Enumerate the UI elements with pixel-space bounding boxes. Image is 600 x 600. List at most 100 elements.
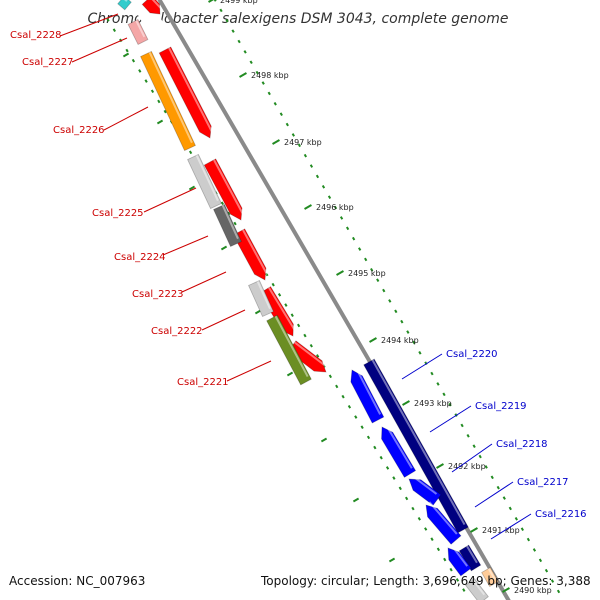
ruler-outer-dot bbox=[502, 496, 506, 500]
ruler-inner-tick bbox=[188, 185, 196, 191]
ruler-outer-dot bbox=[466, 434, 470, 438]
ruler-outer-dot bbox=[538, 558, 543, 563]
ruler-inner-dot bbox=[405, 496, 409, 501]
ruler-inner-dot bbox=[106, 18, 110, 22]
ruler-outer-dot bbox=[376, 278, 380, 282]
ruler-outer-dot bbox=[526, 537, 531, 542]
ruler-inner-dot bbox=[233, 221, 237, 226]
ruler-outer-dot bbox=[327, 195, 332, 199]
gene-label-leader bbox=[401, 353, 443, 380]
ruler-inner-dot bbox=[265, 272, 269, 277]
ruler-label: 2494 kbp bbox=[381, 336, 419, 345]
gene-bar-orange bbox=[140, 50, 196, 152]
ruler-tick bbox=[436, 463, 444, 469]
ruler-inner-dot bbox=[150, 89, 155, 94]
gene-label-leader bbox=[226, 360, 272, 382]
ruler-outer-dot bbox=[472, 444, 476, 448]
ruler-outer-dot bbox=[249, 60, 253, 65]
gene-bar-teal bbox=[117, 0, 132, 11]
gene-label-leader bbox=[162, 235, 209, 256]
ruler-label: 2498 kbp bbox=[251, 71, 289, 80]
ruler-outer-dot bbox=[400, 319, 404, 324]
ruler-inner-dot bbox=[373, 445, 377, 450]
ruler-outer-dot bbox=[339, 216, 344, 220]
ruler-inner-tick bbox=[156, 119, 164, 125]
ruler-inner-dot bbox=[303, 333, 307, 338]
gene-bar-pink bbox=[127, 19, 149, 45]
gene-label-leader bbox=[181, 271, 227, 293]
ruler-outer-dot bbox=[219, 8, 223, 13]
ruler-outer-dot bbox=[412, 340, 416, 345]
ruler-inner-tick bbox=[122, 52, 130, 58]
gene-bar-light-grey bbox=[187, 153, 222, 210]
gene-label-leader bbox=[429, 405, 472, 433]
gene-label-forward[interactable]: Csal_2221 bbox=[177, 377, 229, 388]
ruler-outer-dot bbox=[291, 133, 295, 137]
gene-label-forward[interactable]: Csal_2223 bbox=[132, 289, 184, 300]
ruler-inner-dot bbox=[392, 476, 396, 480]
ruler-outer-dot bbox=[352, 236, 356, 241]
gene-label-reverse[interactable]: Csal_2220 bbox=[446, 349, 498, 360]
gene-bar-olive bbox=[266, 314, 312, 386]
ruler-outer-dot bbox=[388, 299, 392, 303]
ruler-outer-dot bbox=[478, 454, 482, 459]
ruler-outer-dot bbox=[436, 382, 440, 386]
gene-label-forward[interactable]: Csal_2222 bbox=[151, 326, 203, 337]
gene-label-forward[interactable]: Csal_2226 bbox=[53, 125, 105, 136]
ruler-inner-dot bbox=[131, 58, 136, 63]
ruler-tick bbox=[304, 204, 312, 210]
ruler-tick bbox=[369, 337, 377, 343]
ruler-inner-dot bbox=[354, 415, 358, 419]
ruler-outer-dot bbox=[442, 392, 446, 397]
ruler-inner-dot bbox=[443, 557, 447, 562]
ruler-outer-dot bbox=[345, 226, 350, 231]
ruler-inner-dot bbox=[112, 28, 116, 32]
ruler-inner-tick bbox=[388, 557, 396, 563]
gene-label-forward[interactable]: Csal_2228 bbox=[10, 30, 62, 41]
ruler-outer-dot bbox=[490, 475, 494, 480]
ruler-outer-dot bbox=[303, 153, 308, 158]
ruler-outer-dot bbox=[370, 267, 374, 272]
gene-bar-dark-grey bbox=[213, 203, 242, 248]
ruler-inner-tick bbox=[352, 497, 360, 503]
ruler-outer-dot bbox=[309, 164, 314, 168]
gene-label-leader bbox=[71, 37, 128, 63]
ruler-inner-dot bbox=[411, 506, 415, 511]
ruler-tick bbox=[208, 0, 214, 3]
ruler-label: 2499 kbp bbox=[220, 0, 258, 5]
gene-label-forward[interactable]: Csal_2224 bbox=[114, 252, 166, 263]
map-title: Chromohalobacter salexigens DSM 3043, co… bbox=[88, 11, 509, 27]
ruler-inner-dot bbox=[341, 394, 345, 399]
ruler-tick bbox=[272, 139, 280, 145]
ruler-inner-tick bbox=[286, 371, 294, 377]
gene-label-reverse[interactable]: Csal_2216 bbox=[535, 509, 587, 520]
ruler-outer-dot bbox=[544, 568, 549, 573]
ruler-inner-dot bbox=[290, 313, 294, 318]
ruler-outer-dot bbox=[225, 18, 229, 23]
gene-label-reverse[interactable]: Csal_2219 bbox=[475, 401, 527, 412]
gene-label-reverse[interactable]: Csal_2217 bbox=[517, 477, 569, 488]
ruler-outer-dot bbox=[243, 50, 247, 54]
ruler-inner-dot bbox=[277, 293, 282, 297]
cds-reverse-arrow bbox=[425, 501, 462, 545]
gene-label-forward[interactable]: Csal_2227 bbox=[22, 57, 74, 68]
ruler-inner-tick bbox=[254, 309, 262, 315]
gene-label-forward[interactable]: Csal_2225 bbox=[92, 208, 144, 219]
ruler-label: 2496 kbp bbox=[316, 203, 354, 212]
ruler-outer-dot bbox=[382, 288, 386, 293]
ruler-outer-dot bbox=[321, 184, 326, 189]
gene-labels: Csal_2228 Csal_2227 Csal_2226 Csal_2225 Csal… bbox=[10, 13, 587, 540]
gene-label-leader bbox=[59, 13, 119, 37]
cds-reverse-arrow bbox=[447, 544, 472, 577]
ruler-labels: 2499 kbp 2498 kbp 2497 kbp 2496 kbp 2495 kbp… bbox=[208, 0, 552, 595]
ruler-inner-dot bbox=[316, 354, 320, 358]
ruler-outer-dot bbox=[514, 517, 518, 521]
ruler-outer-dot bbox=[358, 247, 362, 251]
ruler-label: 2490 kbp bbox=[514, 586, 552, 595]
cds-reverse-arrow bbox=[408, 474, 442, 506]
gene-label-reverse[interactable]: Csal_2218 bbox=[496, 439, 548, 450]
ruler-inner-dot bbox=[424, 527, 428, 531]
ruler-inner-dot bbox=[227, 211, 231, 216]
ruler-outer-dot bbox=[315, 174, 320, 179]
